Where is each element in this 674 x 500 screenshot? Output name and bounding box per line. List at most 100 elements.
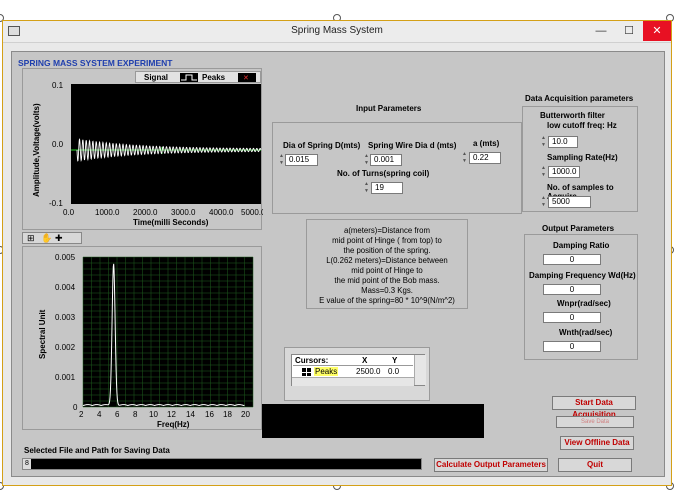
- cursor-tool-icon[interactable]: ✚: [55, 233, 63, 244]
- x-tick-label: 12: [167, 410, 176, 419]
- info-line: E value of the spring=80 * 10^9(N/m^2): [307, 296, 467, 306]
- x-tick-label: 18: [223, 410, 232, 419]
- samples-spinner[interactable]: ▲ ▼: [540, 195, 547, 209]
- a-spinner[interactable]: ▲ ▼: [461, 151, 468, 165]
- close-button[interactable]: ✕: [643, 21, 671, 41]
- y-tick-label: 0.0: [52, 140, 64, 149]
- damping-ratio-output: 0: [543, 254, 601, 265]
- x-tick-label: 3000.0: [171, 208, 196, 217]
- damping-ratio-label: Damping Ratio: [553, 241, 609, 250]
- dia-spring-label: Dia of Spring D(mts): [283, 141, 360, 150]
- sampling-spinner[interactable]: ▲ ▼: [540, 165, 547, 179]
- x-tick-label: 6: [115, 410, 120, 419]
- calculate-output-button[interactable]: Calculate Output Parameters: [434, 458, 548, 472]
- dia-spring-spinner[interactable]: ▲ ▼: [278, 153, 285, 167]
- x-tick-label: 4: [97, 410, 102, 419]
- minimize-button[interactable]: —: [587, 21, 615, 41]
- cursor-header-divider: [293, 365, 413, 366]
- signal-graph[interactable]: 0.1 0.0 -0.1 0.0 1000.0 2000.0 3000.0 40…: [23, 69, 263, 231]
- x-tick-label: 1000.0: [95, 208, 120, 217]
- input-parameters-group: Dia of Spring D(mts) ▲ ▼ 0.015 Spring Wir…: [272, 122, 522, 214]
- signal-y-axis-label: Amplitude,Voltage(volts): [32, 103, 41, 197]
- y-tick-label: 0.001: [55, 373, 76, 382]
- filter-label-2: low cutoff freq: Hz: [547, 121, 617, 130]
- turns-input[interactable]: 19: [371, 182, 403, 194]
- info-text: a(meters)=Distance from mid point of Hin…: [307, 226, 467, 306]
- info-box: a(meters)=Distance from mid point of Hin…: [306, 219, 468, 309]
- wnpr-label: Wnpr(rad/sec): [557, 299, 611, 308]
- graph-palette: ⊞ ✋ ✚: [22, 232, 82, 244]
- status-display: [262, 404, 484, 438]
- y-tick-label: -0.1: [49, 199, 63, 208]
- info-line: Mass=0.3 Kgs.: [307, 286, 467, 296]
- signal-x-ticks: 0.0 1000.0 2000.0 3000.0 4000.0 5000.0: [63, 208, 263, 217]
- save-data-button[interactable]: Save Data: [556, 416, 634, 428]
- samples-input[interactable]: 5000: [548, 196, 591, 208]
- zoom-icon[interactable]: ⊞: [27, 233, 35, 244]
- info-line: mid point of Hinge ( from top) to: [307, 236, 467, 246]
- spectrum-graph-frame: 0.005 0.004 0.003 0.002 0.001 0 2 4 6 8 …: [22, 246, 262, 430]
- cursor-row-x: 2500.0: [356, 367, 380, 376]
- view-offline-button[interactable]: View Offline Data: [560, 436, 634, 450]
- start-acquisition-button[interactable]: Start Data Acquisition: [552, 396, 636, 410]
- front-panel: SPRING MASS SYSTEM EXPERIMENT Signal Pea…: [11, 51, 665, 477]
- y-tick-label: 0: [73, 403, 78, 412]
- y-tick-label: 0.1: [52, 81, 64, 90]
- sampling-input[interactable]: 1000.0: [548, 166, 580, 178]
- spectrum-y-axis-label: Spectral Unit: [38, 309, 47, 359]
- a-input[interactable]: 0.22: [469, 152, 501, 164]
- dia-spring-input[interactable]: 0.015: [285, 154, 318, 166]
- x-tick-label: 10: [149, 410, 158, 419]
- cursor-style-icon[interactable]: [302, 368, 311, 376]
- signal-x-axis-label: Time(milli Seconds): [133, 218, 209, 227]
- daq-parameters-group: Butterworth filter low cutoff freq: Hz ▲…: [522, 106, 638, 212]
- signal-y-ticks: 0.1 0.0 -0.1: [49, 81, 64, 208]
- x-tick-label: 16: [205, 410, 214, 419]
- spectrum-grid: [83, 257, 253, 407]
- a-label: a (mts): [473, 139, 499, 148]
- save-path-field[interactable]: 8: [22, 458, 422, 470]
- x-tick-label: 8: [133, 410, 138, 419]
- cursor-table: Cursors: X Y Peaks 2500.0 0.0: [291, 354, 425, 386]
- spectrum-y-ticks: 0.005 0.004 0.003 0.002 0.001 0: [55, 253, 78, 412]
- path-browse-icon[interactable]: 8: [23, 459, 31, 469]
- wnth-label: Wnth(rad/sec): [559, 328, 612, 337]
- damping-freq-output: 0: [543, 284, 601, 295]
- experiment-title: SPRING MASS SYSTEM EXPERIMENT: [18, 58, 172, 68]
- x-tick-label: 2: [79, 410, 84, 419]
- wnth-output: 0: [543, 341, 601, 352]
- damping-freq-label: Damping Frequency Wd(Hz): [529, 271, 636, 280]
- cursor-legend: Cursors: X Y Peaks 2500.0 0.0: [284, 347, 430, 401]
- turns-label: No. of Turns(spring coil): [337, 169, 429, 178]
- x-tick-label: 20: [241, 410, 250, 419]
- output-parameters-title: Output Parameters: [542, 224, 614, 233]
- info-line: the position of the spring.: [307, 246, 467, 256]
- info-line: the mid point of the Bob mass.: [307, 276, 467, 286]
- save-path-label: Selected File and Path for Saving Data: [24, 446, 170, 455]
- cursor-header-name: Cursors:: [295, 356, 328, 365]
- cutoff-input[interactable]: 10.0: [548, 136, 578, 148]
- info-line: a(meters)=Distance from: [307, 226, 467, 236]
- wire-dia-input[interactable]: 0.001: [370, 154, 402, 166]
- cursor-vscrollbar[interactable]: [414, 355, 426, 385]
- turns-spinner[interactable]: ▲ ▼: [363, 181, 370, 195]
- daq-parameters-title: Data Acquisition parameters: [525, 94, 633, 103]
- info-line: mid point of Hinge to: [307, 266, 467, 276]
- cursor-hscrollbar[interactable]: [292, 377, 414, 386]
- spectrum-x-axis-label: Freq(Hz): [157, 420, 190, 429]
- app-window: Spring Mass System — ☐ ✕ SPRING MASS SYS…: [2, 20, 672, 486]
- x-tick-label: 0.0: [63, 208, 75, 217]
- filter-label-1: Butterworth filter: [540, 111, 605, 120]
- maximize-button[interactable]: ☐: [615, 21, 643, 41]
- y-tick-label: 0.005: [55, 253, 76, 262]
- x-tick-label: 5000.0: [241, 208, 263, 217]
- pan-icon[interactable]: ✋: [41, 233, 52, 244]
- info-line: L(0.262 meters)=Distance between: [307, 256, 467, 266]
- quit-button[interactable]: Quit: [558, 458, 632, 472]
- spectrum-graph[interactable]: 0.005 0.004 0.003 0.002 0.001 0 2 4 6 8 …: [23, 247, 263, 431]
- cutoff-spinner[interactable]: ▲ ▼: [540, 135, 547, 149]
- cursor-row-name[interactable]: Peaks: [314, 367, 338, 376]
- window-title: Spring Mass System: [3, 25, 671, 36]
- wire-dia-spinner[interactable]: ▲ ▼: [363, 153, 370, 167]
- cursor-header-x: X: [362, 356, 367, 365]
